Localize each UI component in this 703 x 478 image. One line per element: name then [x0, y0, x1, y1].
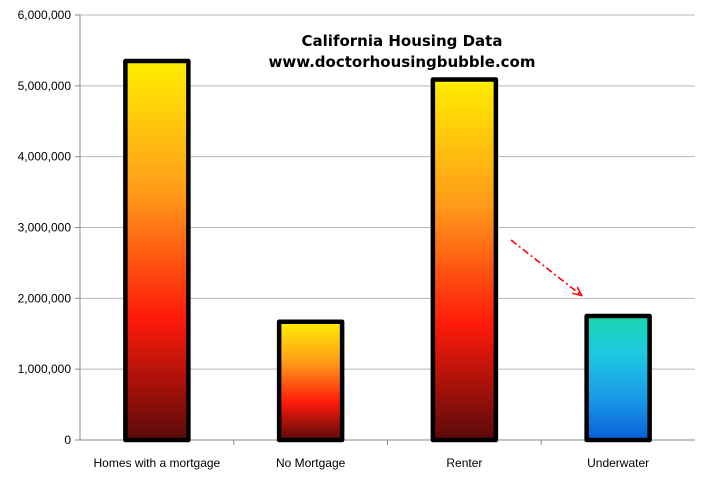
trend-arrow — [510, 239, 581, 295]
chart-subtitle: www.doctorhousingbubble.com — [269, 53, 536, 71]
y-tick-label: 3,000,000 — [18, 221, 72, 235]
y-tick-label: 5,000,000 — [18, 79, 72, 93]
x-category-label: Homes with a mortgage — [94, 456, 221, 470]
y-tick-label: 6,000,000 — [18, 8, 72, 22]
x-category-label: Underwater — [587, 456, 649, 470]
y-tick-label: 2,000,000 — [18, 291, 72, 305]
y-tick-label: 1,000,000 — [18, 362, 72, 376]
bar — [123, 58, 191, 443]
x-category-label: No Mortgage — [276, 456, 346, 470]
bar — [276, 319, 345, 443]
y-tick-label: 4,000,000 — [18, 150, 72, 164]
x-category-label: Renter — [446, 456, 482, 470]
bar — [430, 77, 499, 443]
bars — [123, 58, 652, 443]
bar — [584, 313, 652, 443]
chart-title: California Housing Data — [302, 32, 503, 50]
x-axis-category-labels: Homes with a mortgage No Mortgage Renter Un… — [94, 456, 650, 470]
y-axis-tick-labels: 0 1,000,000 2,000,000 3,000,000 4,000,000 5,0… — [18, 8, 72, 447]
y-tick-label: 0 — [64, 433, 71, 447]
